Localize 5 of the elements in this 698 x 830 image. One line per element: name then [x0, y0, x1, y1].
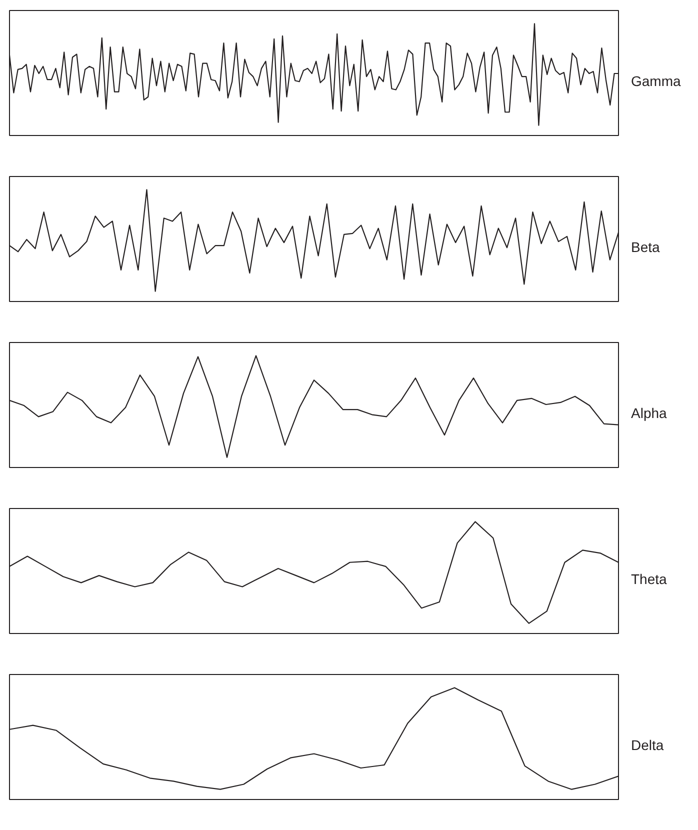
series-label: Alpha	[631, 405, 667, 421]
series-label: Delta	[631, 737, 664, 753]
series-label: Theta	[631, 571, 667, 587]
series-label: Beta	[631, 239, 660, 255]
series-label: Gamma	[631, 73, 681, 89]
